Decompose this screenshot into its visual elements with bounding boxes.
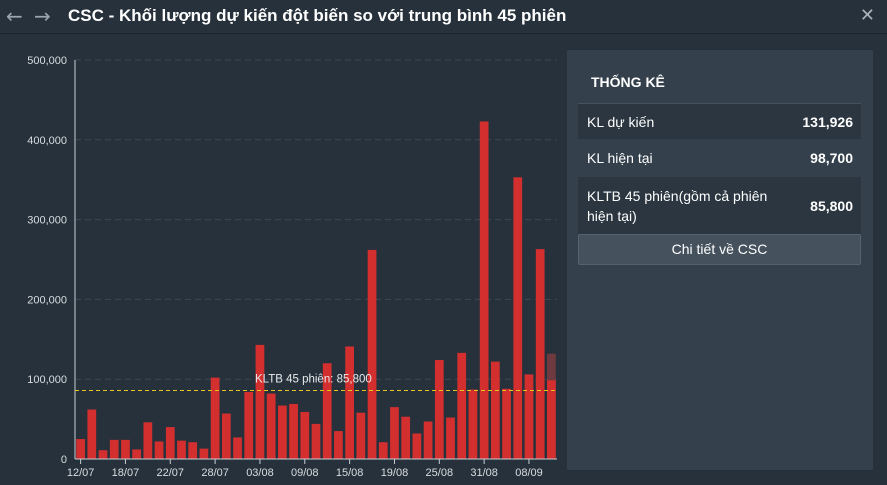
- window-title: CSC - Khối lượng dự kiến đột biến so với…: [68, 6, 567, 25]
- volume-bar: [132, 449, 142, 459]
- y-tick-label: 500,000: [27, 55, 67, 67]
- x-tick-label: 31/08: [470, 467, 498, 479]
- volume-bar: [513, 177, 523, 459]
- volume-bar: [300, 411, 310, 459]
- panel-title: THỐNG KÊ: [591, 74, 665, 90]
- volume-bar: [524, 374, 534, 459]
- y-tick-label: 300,000: [27, 215, 67, 227]
- volume-bar: [278, 405, 287, 459]
- y-tick-label: 400,000: [27, 135, 67, 147]
- volume-bar: [109, 439, 119, 459]
- x-tick-label: 22/07: [157, 467, 185, 479]
- volume-bar: [177, 440, 186, 459]
- stat-value: 131,926: [802, 113, 853, 130]
- volume-bar: [479, 121, 489, 460]
- title-bar: ← → CSC - Khối lượng dự kiến đột biến so…: [0, 0, 887, 34]
- volume-bar: [289, 403, 298, 459]
- volume-bar: [188, 442, 198, 459]
- volume-bar: [356, 412, 366, 459]
- x-tick-label: 25/08: [426, 467, 454, 479]
- volume-bar: [311, 423, 321, 459]
- volume-bar: [154, 441, 164, 459]
- volume-bar: [121, 439, 130, 459]
- volume-bar: [547, 380, 556, 459]
- volume-bar: [334, 431, 343, 459]
- stat-value: 98,700: [810, 150, 853, 166]
- stat-row-average: KLTB 45 phiên(gồm cả phiên hiện tại) 85,…: [578, 177, 861, 234]
- volume-bar: [535, 249, 545, 459]
- x-tick-label: 12/07: [67, 467, 95, 479]
- volume-bar: [502, 388, 511, 459]
- stat-value: 85,800: [810, 197, 853, 214]
- volume-bar: [266, 393, 276, 459]
- stat-label: KL dự kiến: [587, 113, 655, 130]
- volume-bar: [401, 416, 411, 459]
- volume-bar: [143, 422, 153, 459]
- close-icon[interactable]: ✕: [859, 5, 875, 26]
- y-tick-label: 0: [61, 454, 67, 466]
- x-tick-label: 03/08: [246, 467, 274, 479]
- volume-bar: [468, 389, 478, 459]
- stat-label: KLTB 45 phiên(gồm cả phiên hiện tại): [587, 187, 768, 224]
- volume-bar: [87, 409, 97, 459]
- detail-button[interactable]: Chi tiết về CSC: [578, 234, 861, 265]
- x-tick-label: 08/09: [515, 467, 543, 479]
- volume-bar: [423, 421, 433, 459]
- volume-bar: [76, 439, 85, 459]
- x-tick-label: 15/08: [336, 467, 364, 479]
- volume-bar: [390, 407, 399, 459]
- volume-bar: [434, 360, 444, 459]
- volume-bar: [210, 377, 220, 459]
- stat-row-forecast: KL dự kiến 131,926: [578, 103, 861, 139]
- y-tick-label: 100,000: [27, 374, 67, 386]
- x-tick-label: 18/07: [112, 467, 140, 479]
- volume-bar: [98, 450, 108, 459]
- volume-bar: [378, 442, 388, 459]
- average-line-label: KLTB 45 phiên: 85,800: [255, 374, 372, 386]
- x-tick-label: 28/07: [201, 467, 229, 479]
- x-tick-label: 19/08: [381, 467, 409, 479]
- x-tick-label: 09/08: [291, 467, 319, 479]
- volume-bar: [367, 249, 377, 459]
- volume-bar: [457, 352, 467, 459]
- volume-bar: [412, 433, 422, 459]
- arrow-right-icon[interactable]: →: [34, 4, 51, 28]
- stat-row-current: KL hiện tại 98,700: [578, 139, 861, 177]
- stats-panel: THỐNG KÊ KL dự kiến 131,926 KL hiện tại …: [567, 50, 873, 470]
- volume-bar: [221, 413, 231, 459]
- volume-bar: [322, 363, 332, 459]
- volume-bar: [244, 391, 254, 459]
- volume-bar: [345, 346, 354, 459]
- volume-bar: [199, 448, 209, 459]
- volume-bar: [446, 417, 455, 459]
- volume-bar-chart: 0 100,000 200,000 300,000 400,000 500,000 12/0…: [27, 55, 557, 479]
- y-tick-label: 200,000: [27, 294, 67, 306]
- volume-bar: [490, 361, 500, 459]
- volume-bar: [255, 344, 265, 459]
- arrow-left-icon[interactable]: ←: [6, 4, 23, 28]
- stat-label: KL hiện tại: [587, 150, 653, 166]
- volume-bar: [233, 437, 242, 459]
- volume-bar: [165, 427, 175, 459]
